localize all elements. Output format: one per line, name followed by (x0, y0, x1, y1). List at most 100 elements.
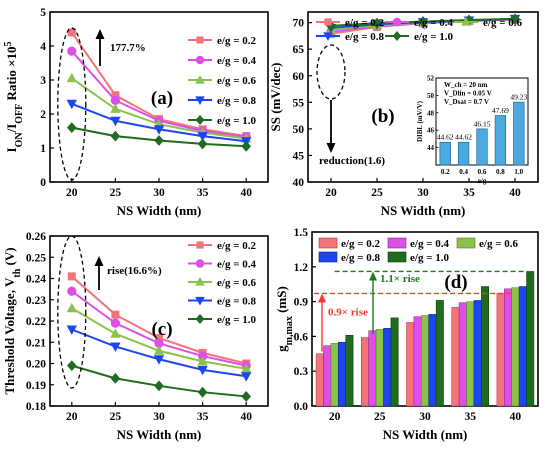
inset-bar (457, 141, 470, 166)
data-point (110, 372, 121, 384)
legend-marker (195, 277, 205, 286)
data-point (153, 355, 165, 365)
legend-label: e/g = 0.6 (483, 17, 522, 29)
y-tick-label: 0.22 (26, 316, 46, 328)
data-point (110, 95, 120, 105)
y-tick-label: 1.5 (294, 227, 309, 239)
bar (406, 322, 415, 407)
y-axis-label: SS (mV/dec) (268, 63, 283, 132)
legend-label: e/g = 1.0 (414, 31, 453, 43)
inset-bar-value-label: 44.62 (437, 133, 454, 142)
legend-label: e/g = 0.4 (410, 238, 449, 250)
inset-bar-value-label: 46.15 (474, 119, 491, 128)
legend-label: e/g = 0.2 (341, 238, 380, 250)
y-tick-label: 1 (40, 143, 46, 155)
x-tick-label: 25 (374, 411, 386, 423)
data-point (197, 355, 208, 366)
x-tick-label: 40 (240, 411, 252, 423)
x-tick-label: 30 (419, 411, 431, 423)
y-axis-label-part: I (4, 147, 19, 152)
legend-label: e/g = 0.4 (217, 55, 256, 67)
arrow-head (326, 143, 336, 153)
y-tick-label: 50 (293, 124, 305, 136)
bar (338, 341, 346, 407)
highlight-ellipse (316, 44, 346, 100)
legend-swatch (387, 251, 407, 263)
panel-label: (c) (151, 319, 172, 340)
y-axis-label: gm,max (mS) (274, 286, 295, 352)
data-point (241, 391, 251, 402)
data-point (110, 116, 121, 127)
inset-annotation: W_ch = 20 nm (444, 81, 488, 89)
bar (435, 300, 444, 407)
data-point (110, 318, 120, 328)
y-axis-label-part: /I (4, 124, 19, 134)
data-point (67, 272, 76, 281)
x-tick-label: 30 (417, 187, 429, 199)
y-tick-label: 5 (40, 7, 46, 19)
data-point (510, 13, 520, 25)
y-axis-label-part: SS (mV/dec) (268, 63, 283, 132)
data-point (155, 334, 163, 342)
bar (511, 287, 520, 407)
y-tick-label: 0.26 (26, 231, 46, 243)
legend-marker (195, 75, 205, 84)
x-tick-label: 40 (510, 411, 522, 423)
y-tick-label: 0.21 (26, 337, 46, 349)
bar (421, 315, 429, 407)
y-tick-label: 0.23 (26, 295, 46, 307)
inset-x-tick-label: 0.2 (441, 168, 450, 176)
legend-marker (196, 36, 204, 44)
x-tick-label: 35 (464, 411, 476, 423)
legend-label: e/g = 1.0 (410, 252, 449, 264)
y-tick-label: 40 (293, 177, 305, 189)
legend-label: e/g = 0.4 (217, 259, 256, 271)
legend-label: e/g = 0.2 (217, 35, 256, 47)
bar (473, 300, 482, 407)
legend-label: e/g = 0.6 (217, 277, 256, 289)
data-point (372, 17, 382, 29)
data-point (153, 125, 165, 135)
bar (368, 330, 377, 407)
legend-marker (195, 115, 205, 125)
legend-label: e/g = 0.8 (217, 95, 256, 107)
y-axis-label-part: OFF (14, 104, 25, 124)
y-tick-label: 70 (293, 18, 305, 30)
panel-d: 0.0 0.3 0.6 0.9 1.2 1.5 20 25 30 35 40 e/g = 0.2 e/g… (274, 227, 539, 442)
inset-x-tick-label: 0.6 (478, 168, 487, 176)
x-tick-label: 30 (153, 187, 165, 199)
inset-bar (476, 128, 488, 166)
inset-y-tick-label: 50 (427, 92, 435, 100)
x-tick-label: 20 (66, 187, 78, 199)
inset-annotation: V_Dlin = 0.05 V (444, 90, 492, 98)
y-axis-label: Threshold Voltage, Vth (V) (2, 247, 23, 394)
data-point (66, 302, 77, 313)
x-tick-label: 25 (110, 187, 122, 199)
data-point (67, 286, 77, 296)
legend-marker (195, 96, 205, 105)
legend-marker (195, 296, 205, 306)
x-tick-label: 20 (66, 411, 78, 423)
inset-x-tick-label: 0.4 (459, 168, 468, 176)
bar (458, 302, 467, 407)
inset-bar-value-label: 44.62 (455, 133, 472, 142)
y-tick-label: 0.25 (26, 252, 46, 264)
arrow-head (369, 271, 377, 281)
inset-y-tick-label: 46 (427, 127, 435, 135)
y-tick-label: 3 (40, 75, 46, 87)
data-point (67, 360, 77, 372)
x-tick-label: 20 (325, 187, 337, 199)
x-axis-label: NS Width (nm) (117, 427, 202, 442)
legend-label: e/g = 1.0 (217, 314, 256, 326)
legend-label: e/g = 0.2 (217, 240, 256, 252)
y-tick-label: 4 (40, 41, 46, 53)
legend-label: e/g = 0.6 (217, 75, 256, 87)
annotation: reduction(1.6) (319, 155, 385, 167)
y-tick-label: 0.3 (294, 366, 309, 378)
x-axis-label: NS Width (nm) (383, 427, 468, 442)
legend-label: e/g = 0.8 (217, 296, 256, 308)
y-axis-label-part: Ratio ×10 (4, 47, 19, 104)
y-tick-label: 1.2 (294, 262, 309, 274)
